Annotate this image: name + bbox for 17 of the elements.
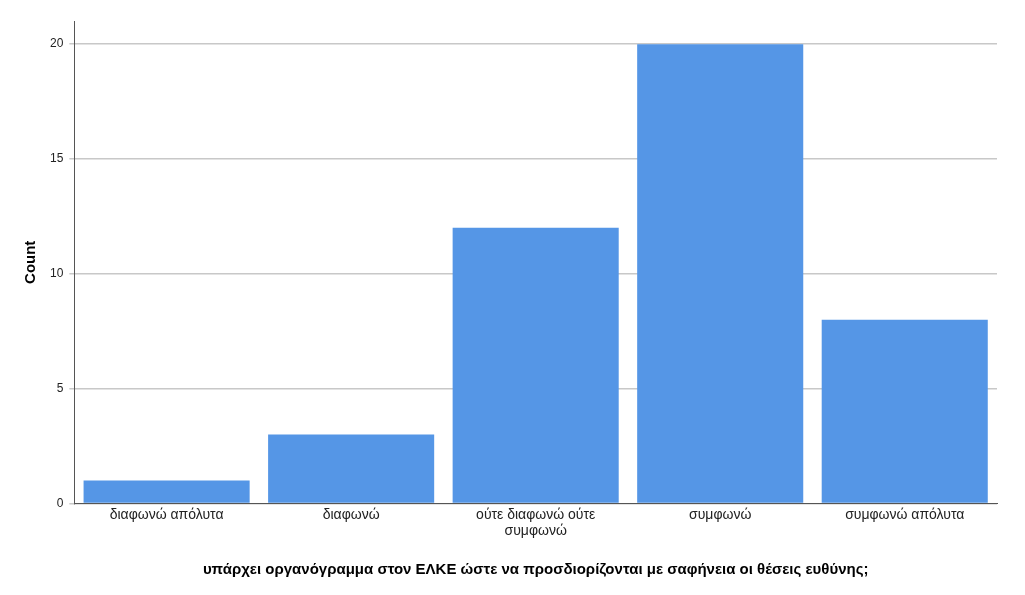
y-tick-label: 10 — [49, 266, 64, 281]
bar — [821, 319, 988, 503]
x-tick-label: συμφωνώ — [689, 505, 752, 522]
bar — [452, 227, 619, 503]
x-tick-label: συμφωνώ απόλυτα — [845, 505, 965, 522]
bar — [268, 434, 435, 503]
x-tick-label: διαφωνώ απόλυτα — [109, 505, 224, 522]
y-tick-label: 15 — [49, 151, 64, 166]
y-axis-title: Count — [21, 240, 39, 284]
x-axis-title: υπάρχει οργανόγραμμα στον ΕΛΚΕ ώστε να προσδιορίζονται με σαφήνεια οι θέσεις ευθύνης; — [202, 560, 869, 578]
bar — [83, 480, 250, 503]
y-tick-label: 20 — [49, 36, 64, 51]
x-tick-label: ούτε διαφωνώ ούτε συμφωνώ — [476, 505, 596, 539]
x-tick-label: διαφωνώ — [322, 505, 380, 522]
bar — [637, 44, 804, 503]
y-tick-label: 0 — [56, 495, 64, 510]
y-tick-label: 5 — [56, 380, 64, 395]
